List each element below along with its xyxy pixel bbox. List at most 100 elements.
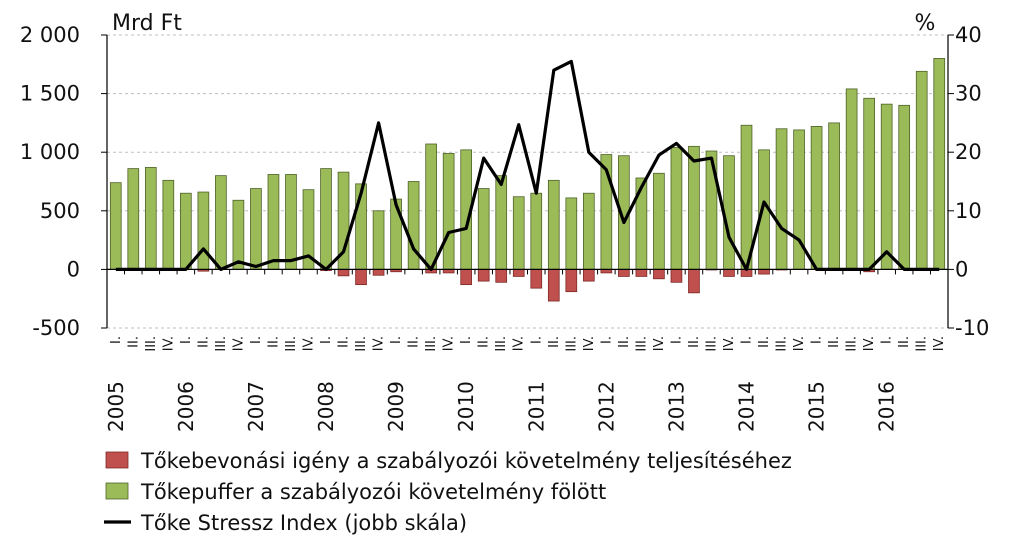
buffer-bar (197, 191, 210, 270)
left-tick-label: 0 (67, 257, 80, 281)
capital-need-bar (460, 268, 473, 286)
quarter-label: I. (880, 336, 895, 344)
quarter-label: I. (599, 336, 614, 344)
quarter-label: IV. (932, 336, 947, 351)
quarter-label: I. (459, 336, 474, 344)
buffer-bar (442, 152, 455, 270)
quarter-label: I. (810, 336, 825, 344)
x-axis-labels: I. II. III. IV. I. II. III. IV. I. II. III. IV. I. II… (104, 336, 947, 432)
buffer-bar (915, 70, 928, 270)
capital-need-bar (495, 268, 508, 283)
legend-swatch (105, 451, 129, 469)
quarter-label: II. (757, 336, 772, 348)
buffer-bar (880, 103, 893, 270)
quarter-label: II. (407, 336, 422, 348)
quarter-label: III. (144, 336, 159, 352)
year-label: 2009 (384, 381, 408, 432)
buffer-bar (723, 155, 735, 270)
buffer-bar (407, 181, 420, 270)
buffer-bar (232, 199, 245, 270)
quarter-label: III. (634, 336, 649, 352)
buffer-bar (547, 179, 560, 270)
capital-need-bar (635, 268, 648, 277)
buffer-bar (512, 196, 525, 270)
buffer-bar (372, 210, 385, 270)
quarter-label: IV. (161, 336, 176, 351)
legend-label: Tőkepuffer a szabályozói követelmény föl… (140, 480, 606, 504)
quarter-label: I. (249, 336, 264, 344)
buffer-bar (740, 124, 753, 270)
buffer-bar (775, 128, 788, 270)
quarter-label: II. (337, 336, 352, 348)
quarter-label: IV. (792, 336, 807, 351)
right-tick-label: 0 (955, 257, 968, 281)
buffer-bar (810, 126, 823, 270)
quarter-label: IV. (652, 336, 667, 351)
capital-need-bar (565, 268, 578, 293)
buffer-bar (495, 175, 508, 270)
buffer-bar (250, 188, 262, 270)
buffer-bar (162, 179, 175, 270)
buffer-bar (390, 198, 402, 270)
quarter-label: III. (424, 336, 439, 352)
right-tick-label: 40 (955, 23, 982, 47)
quarter-label: I. (109, 336, 124, 344)
quarter-label: III. (494, 336, 509, 352)
legend: Tőkebevonási igény a szabályozói követel… (104, 449, 792, 535)
capital-need-bar (337, 268, 350, 277)
buffer-bar (215, 175, 227, 270)
buffer-bar (828, 122, 840, 270)
year-label: 2011 (524, 381, 548, 432)
quarter-label: I. (319, 336, 334, 344)
quarter-label: IV. (862, 336, 877, 351)
quarter-label: IV. (231, 336, 246, 351)
left-axis-unit: Mrd Ft (112, 11, 182, 36)
left-tick-label: 500 (40, 199, 80, 223)
buffer-bar (267, 174, 280, 270)
left-tick-label: -500 (32, 316, 80, 340)
right-axis-ticks: -10 0 10 20 30 40 (948, 23, 989, 340)
left-tick-label: 2 000 (20, 23, 80, 47)
buffer-bar (582, 192, 595, 270)
buffer-bar (670, 147, 683, 270)
quarter-label: I. (179, 336, 194, 344)
buffer-bar (845, 88, 858, 270)
quarter-label: II. (827, 336, 842, 348)
year-label: 2012 (594, 381, 618, 432)
buffer-bar (144, 167, 157, 270)
axes (106, 35, 949, 328)
buffer-bar (565, 197, 578, 270)
quarter-label: III. (214, 336, 229, 352)
quarter-label: II. (897, 336, 912, 348)
buffer-bar (530, 192, 543, 270)
year-label: 2014 (735, 381, 759, 432)
year-label: 2013 (664, 381, 688, 432)
year-label: 2016 (875, 381, 899, 432)
gridlines (107, 34, 948, 329)
right-tick-label: 10 (955, 199, 982, 223)
buffer-bar (688, 145, 700, 270)
capital-need-bar (653, 268, 665, 280)
buffer-bar (320, 168, 332, 270)
capital-need-bar (758, 268, 770, 275)
right-tick-label: 30 (955, 82, 982, 106)
left-tick-label: 1 000 (20, 140, 80, 164)
legend-label: Tőke Stressz Index (jobb skála) (140, 511, 467, 535)
quarter-label: IV. (301, 336, 316, 351)
quarter-label: I. (389, 336, 404, 344)
capital-need-bar (477, 268, 490, 282)
quarter-label: IV. (722, 336, 737, 351)
buffer-bar (898, 104, 911, 270)
quarter-label: II. (126, 336, 141, 348)
capital-need-bar (670, 268, 683, 283)
buffer-bar (477, 188, 490, 270)
buffer-bar (653, 172, 665, 270)
capital-need-bar (688, 268, 700, 294)
stress-index-polyline (115, 59, 940, 271)
capital-need-bar (372, 268, 385, 276)
year-label: 2005 (104, 381, 128, 432)
legend-swatch (105, 482, 129, 500)
year-label: 2015 (805, 381, 829, 432)
quarter-label: IV. (582, 336, 597, 351)
